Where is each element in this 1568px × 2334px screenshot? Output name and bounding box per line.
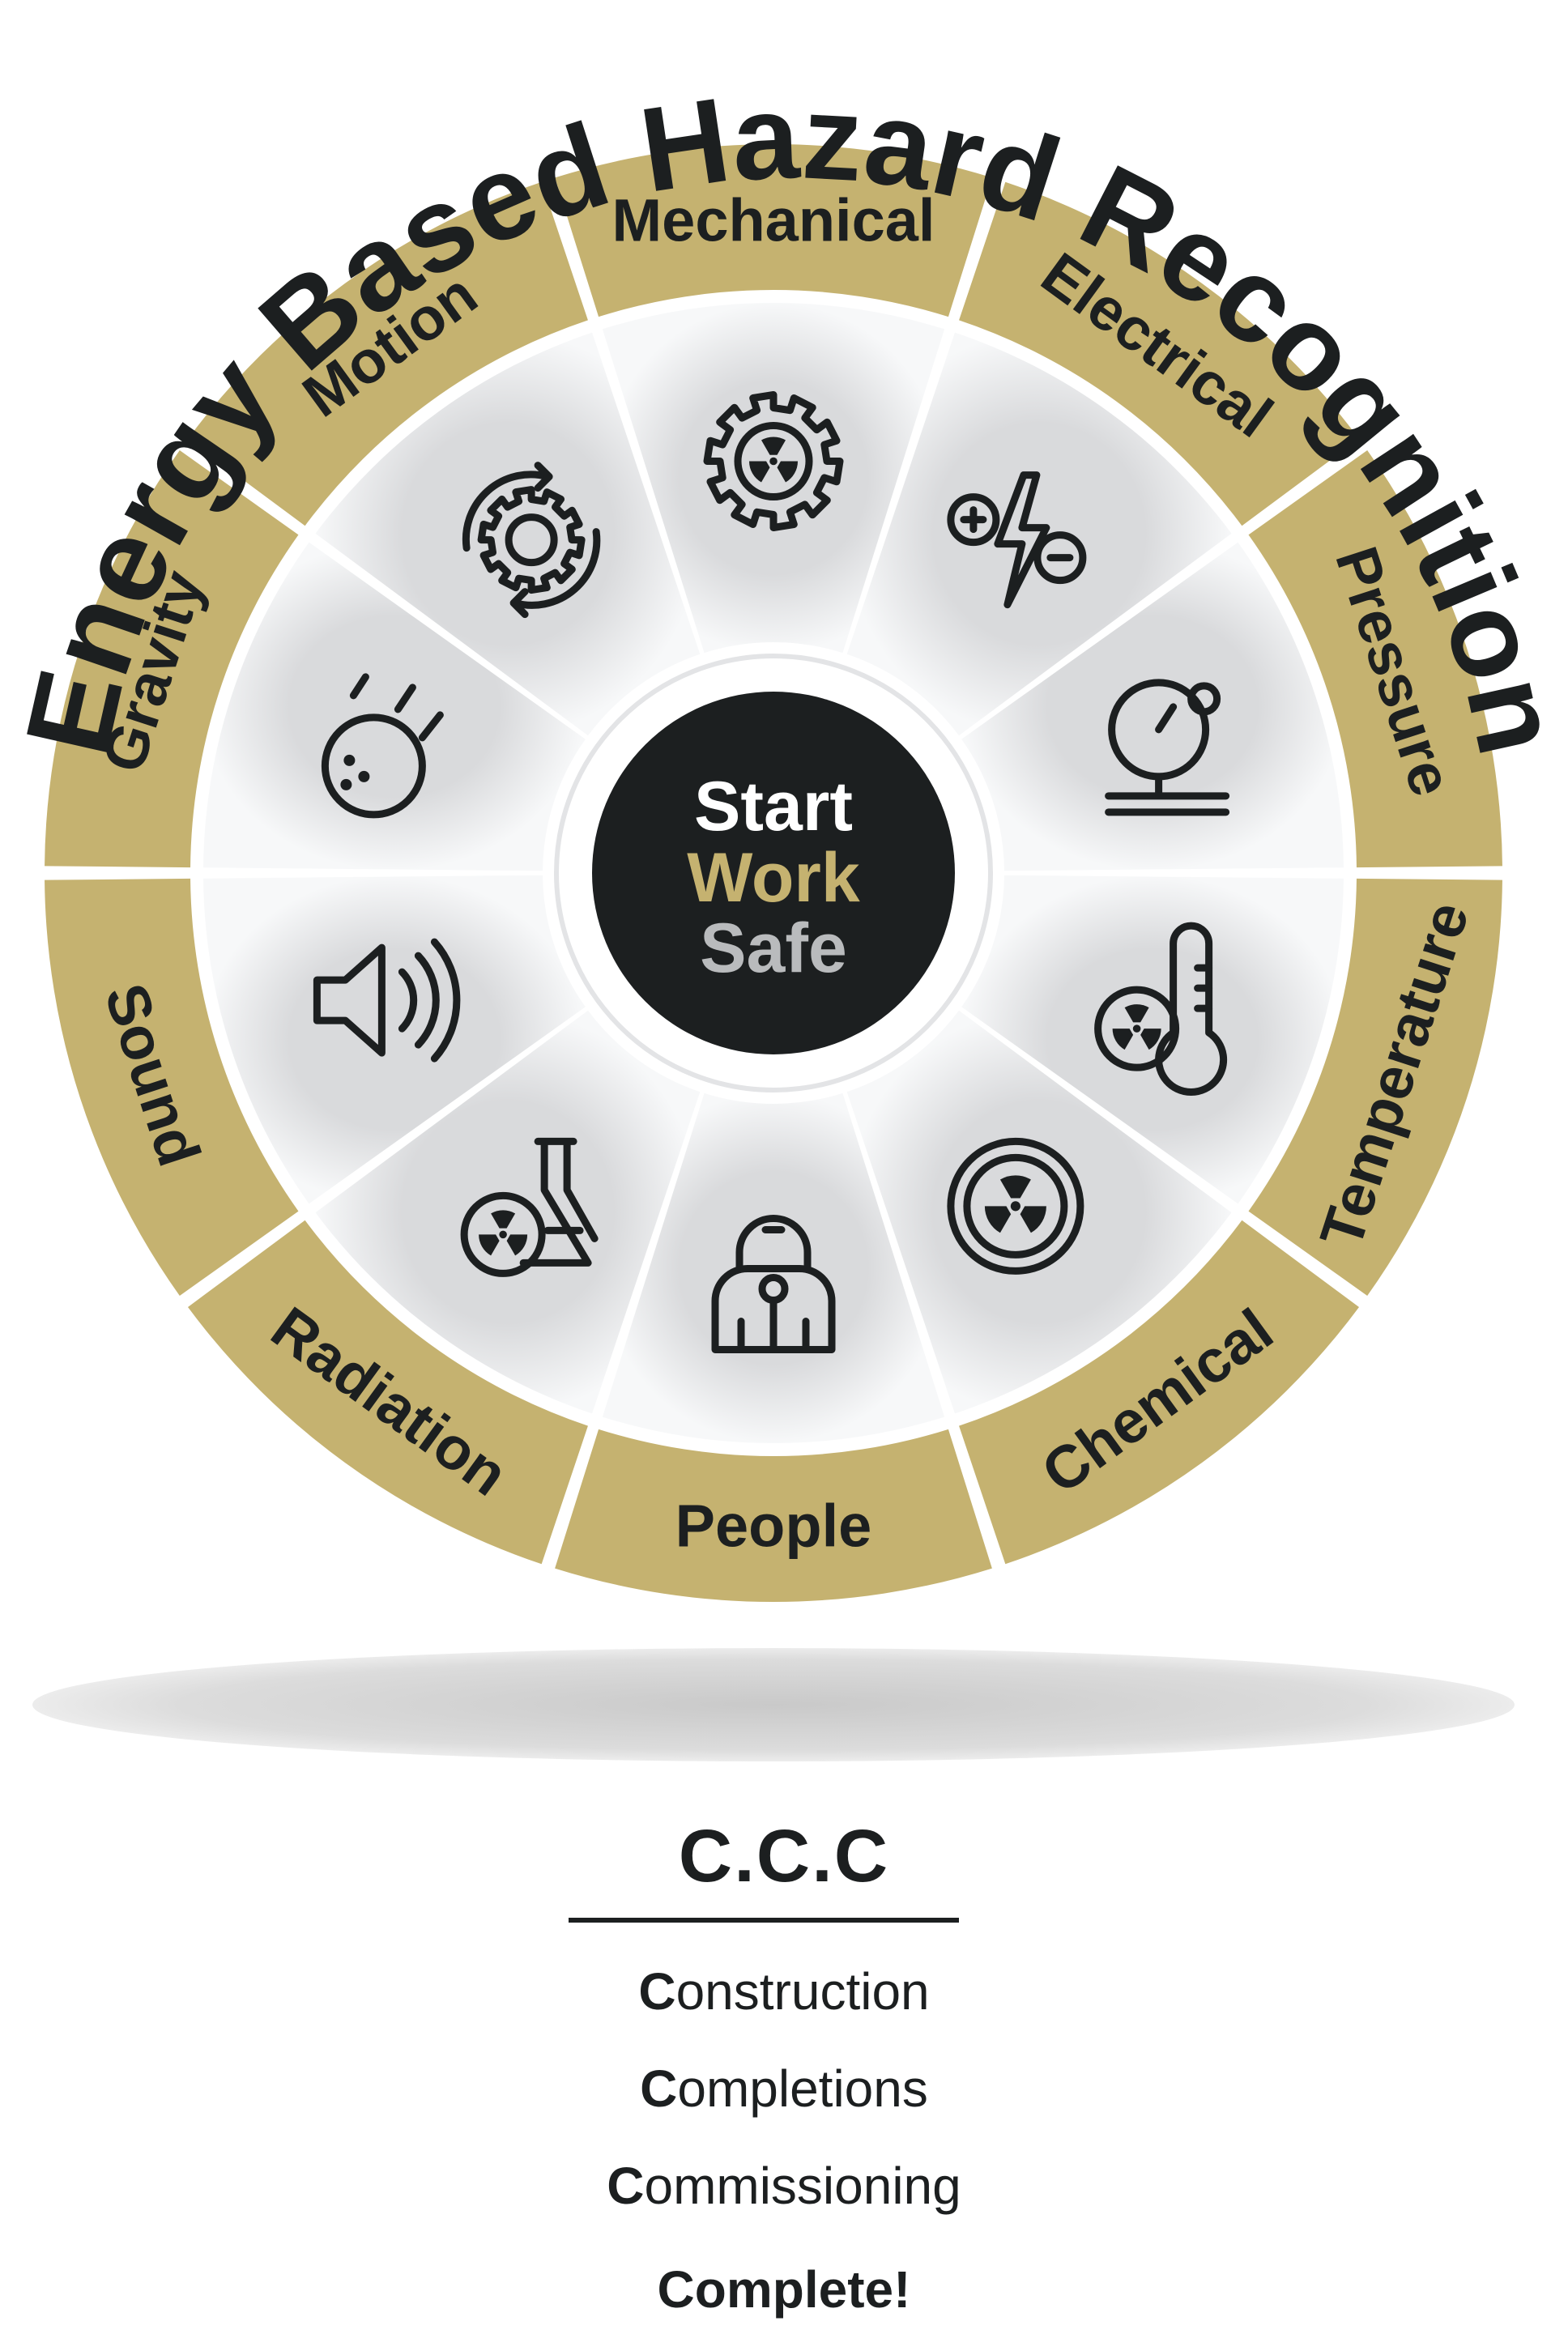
speaker-icon: [313, 938, 461, 1063]
gear-radiation-icon: [703, 391, 844, 531]
hazard-wheel: MechanicalElectricalPressureTemperatureC…: [1, 70, 1568, 1761]
segment-temperature: [1248, 878, 1502, 1296]
segment-motion: [187, 181, 588, 526]
pressure-gauge-icon: [1105, 679, 1230, 816]
falling-ball-icon: [321, 673, 444, 819]
rotating-gear-icon: [462, 462, 601, 619]
label-mechanical: Mechanical: [612, 187, 935, 254]
segment-electrical: [959, 181, 1360, 526]
segment-gravity: [45, 450, 299, 868]
center-safe: Safe: [700, 909, 847, 987]
center-work: Work: [687, 839, 860, 917]
inner-segment-pressure: [961, 542, 1344, 871]
lightning-plus-minus-icon: [947, 471, 1087, 609]
center-start: Start: [694, 768, 853, 845]
thermometer-hazard-icon: [1094, 922, 1228, 1096]
segment-pressure: [1248, 450, 1502, 868]
hazmat-person-icon: [711, 1215, 836, 1353]
ccc-line-completions: Completions: [640, 2059, 928, 2118]
segment-mechanical: [555, 143, 992, 317]
inner-segment-mechanical: [602, 302, 945, 654]
ccc-complete: Complete!: [657, 2260, 911, 2319]
segment-sound: [45, 878, 299, 1296]
drop-shadow: [32, 1648, 1515, 1761]
flask-radiation-icon: [460, 1137, 599, 1277]
ccc-divider: [569, 1918, 959, 1923]
center-disc: [592, 692, 955, 1054]
label-people: People: [675, 1493, 872, 1560]
radiation-disc-icon: [947, 1137, 1084, 1275]
inner-segment-sound: [203, 875, 586, 1204]
ccc-line-commissioning: Commissioning: [607, 2157, 961, 2215]
segment-chemical: [959, 1220, 1360, 1565]
ccc-title: C.C.C: [678, 1815, 890, 1897]
segment-people: [555, 1429, 992, 1602]
ccc-line-construction: Construction: [638, 1962, 930, 2021]
segment-radiation: [187, 1220, 588, 1565]
inner-segment-gravity: [203, 542, 586, 871]
